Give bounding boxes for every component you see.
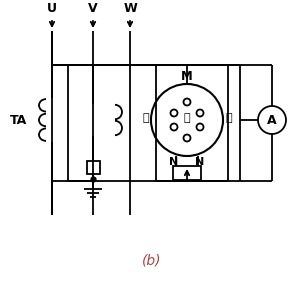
Bar (87, 160, 99, 173)
Text: V: V (88, 2, 98, 15)
Text: M: M (181, 70, 193, 83)
Text: A: A (267, 113, 277, 127)
Text: 绿: 绿 (184, 113, 190, 123)
Text: U: U (47, 2, 57, 15)
Text: 黄: 黄 (225, 113, 231, 123)
Text: N: N (169, 157, 179, 167)
Text: N: N (196, 157, 205, 167)
Text: W: W (123, 2, 137, 15)
Bar (173, 166, 201, 180)
Text: TA: TA (9, 113, 27, 127)
Text: 红: 红 (142, 113, 149, 123)
Text: (b): (b) (142, 254, 162, 268)
